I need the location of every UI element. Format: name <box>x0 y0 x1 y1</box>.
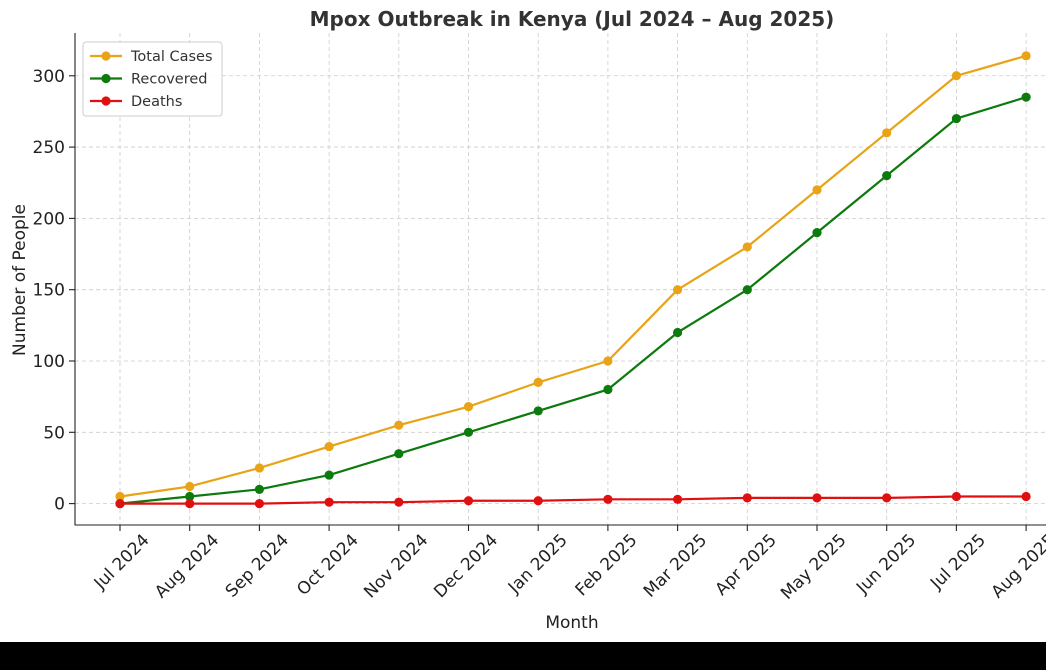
total-cases-point <box>394 420 404 430</box>
deaths-point <box>951 491 962 502</box>
x-tick-label: Feb 2025 <box>572 530 642 600</box>
legend-label: Deaths <box>131 94 182 110</box>
x-axis-label: Month <box>545 613 598 633</box>
legend-label: Recovered <box>131 72 207 88</box>
legend-swatch-marker <box>101 51 111 61</box>
recovered-line <box>119 96 1027 505</box>
recovered-point <box>533 406 543 416</box>
x-tick-label: Oct 2024 <box>293 530 362 599</box>
x-tick-label: Nov 2024 <box>360 530 432 602</box>
total-cases-point <box>463 402 474 412</box>
x-tick-label: May 2025 <box>777 530 850 603</box>
y-tick-label: 250 <box>33 138 65 158</box>
deaths-point <box>394 497 404 507</box>
x-tick-label: Jul 2024 <box>90 530 154 594</box>
deaths-point <box>603 494 613 504</box>
x-tick-label: Sep 2024 <box>222 530 293 601</box>
total-cases-line <box>119 54 1027 498</box>
x-tick-label: Jun 2025 <box>852 530 920 598</box>
x-tick-label: Apr 2025 <box>711 530 780 599</box>
legend-swatch-marker <box>101 96 111 106</box>
recovered-point <box>742 285 752 295</box>
recovered-point <box>1021 92 1031 102</box>
total-cases-point <box>812 185 822 195</box>
legend-item-recovered: Recovered <box>90 72 207 88</box>
legend-label: Total Cases <box>130 49 213 65</box>
grid <box>75 33 1046 525</box>
deaths-point <box>463 496 474 506</box>
deaths-point <box>882 493 892 503</box>
recovered-point <box>394 449 404 459</box>
legend-swatch-marker <box>101 73 111 84</box>
series-recovered <box>115 92 1031 509</box>
total-cases-point <box>254 463 264 473</box>
total-cases-point <box>742 242 752 252</box>
y-tick-label: 300 <box>33 67 65 87</box>
recovered-point <box>603 384 613 395</box>
x-tick-label: Jul 2025 <box>926 530 990 594</box>
legend-item-total-cases: Total Cases <box>90 49 213 65</box>
legend: Total Cases Recovered Deaths <box>82 41 223 117</box>
total-cases-point <box>185 481 195 492</box>
recovered-point <box>254 484 264 494</box>
deaths-line <box>120 495 1027 505</box>
total-cases-point <box>1021 51 1031 61</box>
recovered-point <box>951 113 962 124</box>
deaths-point <box>185 499 195 509</box>
line-chart: Mpox Outbreak in Kenya (Jul 2024 – Aug 2… <box>10 7 1046 633</box>
recovered-point <box>463 427 474 437</box>
x-tick-label: Aug 2025 <box>988 530 1046 602</box>
deaths-point <box>533 496 543 506</box>
chart-title: Mpox Outbreak in Kenya (Jul 2024 – Aug 2… <box>310 7 835 31</box>
series-deaths <box>115 491 1031 509</box>
recovered-point <box>673 327 683 338</box>
y-tick-label: 0 <box>54 495 65 515</box>
chart-figure: Mpox Outbreak in Kenya (Jul 2024 – Aug 2… <box>0 0 1046 642</box>
x-tick-label: Mar 2025 <box>640 530 711 601</box>
total-cases-point <box>882 128 892 138</box>
y-tick-label: 100 <box>33 352 65 372</box>
legend-box <box>82 41 223 117</box>
recovered-point <box>882 171 892 181</box>
total-cases-point <box>533 377 543 387</box>
recovered-point <box>185 491 195 502</box>
total-cases-point <box>673 285 683 295</box>
deaths-point <box>254 499 264 509</box>
deaths-point <box>1021 491 1031 502</box>
deaths-point <box>742 493 752 503</box>
recovered-point <box>324 470 334 480</box>
deaths-point <box>673 494 683 504</box>
legend-item-deaths: Deaths <box>90 94 182 110</box>
series-layer <box>115 51 1031 509</box>
x-tick-label: Jan 2025 <box>504 530 572 598</box>
recovered-point <box>812 228 822 238</box>
deaths-point <box>115 499 125 509</box>
total-cases-point <box>115 491 125 502</box>
deaths-point <box>324 497 334 507</box>
axis-spines <box>74 33 1046 526</box>
y-tick-label: 50 <box>43 423 65 443</box>
total-cases-point <box>603 356 613 366</box>
x-tick-label: Aug 2024 <box>151 530 223 602</box>
deaths-point <box>812 493 822 503</box>
y-tick-label: 150 <box>33 281 65 301</box>
y-axis-ticks: 0 50 100 150 200 250 300 <box>33 67 75 515</box>
axes <box>74 33 1046 526</box>
y-tick-label: 200 <box>33 209 65 229</box>
series-total-cases <box>115 51 1031 502</box>
total-cases-point <box>324 441 334 452</box>
y-axis-label: Number of People <box>10 204 30 356</box>
total-cases-point <box>951 71 962 81</box>
x-tick-label: Dec 2024 <box>430 530 502 602</box>
